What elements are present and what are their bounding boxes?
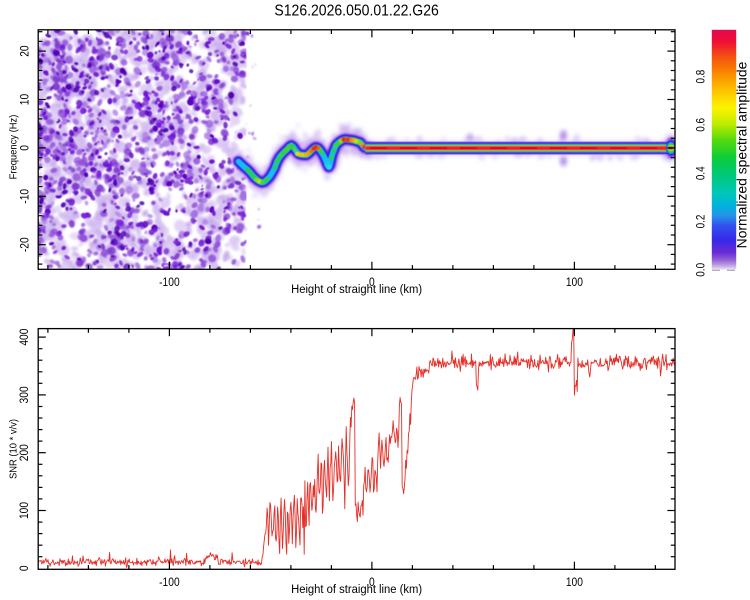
svg-text:0.2: 0.2 xyxy=(694,215,708,229)
svg-text:Height of straight line (km): Height of straight line (km) xyxy=(291,582,422,596)
svg-text:0.0: 0.0 xyxy=(694,263,708,277)
svg-text:-100: -100 xyxy=(159,575,180,589)
svg-text:300: 300 xyxy=(17,386,31,403)
svg-text:SNR (10 * v/v): SNR (10 * v/v) xyxy=(9,419,20,479)
svg-text:100: 100 xyxy=(17,502,31,519)
svg-text:400: 400 xyxy=(17,328,31,345)
svg-text:100: 100 xyxy=(566,575,583,589)
svg-text:Frequency (Hz): Frequency (Hz) xyxy=(9,115,20,180)
svg-text:0.6: 0.6 xyxy=(694,118,708,132)
svg-text:0.4: 0.4 xyxy=(694,166,708,180)
svg-text:0.8: 0.8 xyxy=(694,69,708,83)
svg-text:Height of straight line (km): Height of straight line (km) xyxy=(291,282,422,296)
svg-text:S126.2026.050.01.22.G26: S126.2026.050.01.22.G26 xyxy=(274,2,438,19)
svg-text:0: 0 xyxy=(17,565,31,571)
svg-text:0: 0 xyxy=(369,275,375,289)
svg-text:20: 20 xyxy=(18,45,32,57)
svg-text:-20: -20 xyxy=(18,237,32,252)
svg-text:0: 0 xyxy=(18,145,32,151)
svg-text:100: 100 xyxy=(566,275,583,289)
svg-text:200: 200 xyxy=(17,444,31,461)
svg-text:0: 0 xyxy=(369,575,375,589)
svg-text:10: 10 xyxy=(18,94,32,106)
svg-text:-10: -10 xyxy=(18,189,32,204)
svg-text:Normalized spectral amplitude: Normalized spectral amplitude xyxy=(735,62,750,249)
svg-text:-100: -100 xyxy=(159,275,180,289)
